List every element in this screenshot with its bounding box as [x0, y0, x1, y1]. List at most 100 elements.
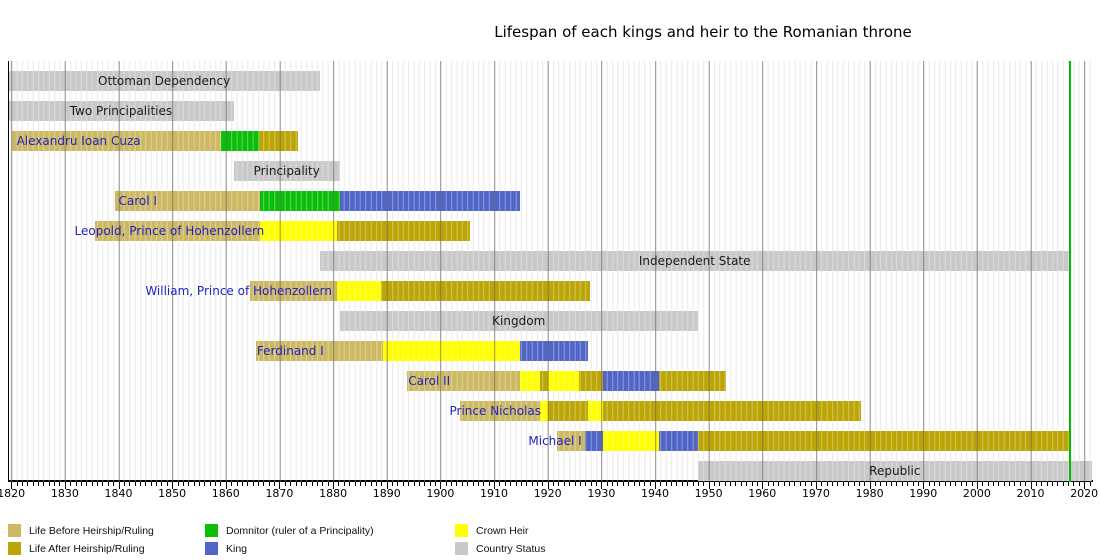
- person-label-leopold-prince-of-hohenzollern[interactable]: Leopold, Prince of Hohenzollern: [74, 224, 265, 238]
- year-tick: [467, 482, 469, 486]
- legend-label: Crown Heir: [476, 525, 529, 537]
- year-tick: [896, 482, 898, 486]
- year-tick: [917, 482, 919, 486]
- person-label-carol-ii[interactable]: Carol II: [408, 374, 451, 388]
- status-label-ottoman-dependency: Ottoman Dependency: [98, 74, 231, 88]
- segment-after: [381, 281, 590, 301]
- segment-domnitor: [220, 131, 260, 151]
- legend-label: King: [226, 543, 248, 555]
- year-tick: [960, 482, 962, 486]
- segment-after: [579, 371, 604, 391]
- axis-label-1900: 1900: [426, 487, 455, 500]
- person-label-william-prince-of-hohenzollern[interactable]: William, Prince of Hohenzollern: [145, 284, 332, 298]
- axis-label-1940: 1940: [641, 487, 669, 500]
- year-tick: [574, 482, 576, 486]
- year-tick: [209, 482, 211, 486]
- year-tick: [885, 482, 887, 486]
- year-tick: [86, 482, 88, 486]
- year-tick: [408, 482, 410, 486]
- year-tick: [188, 482, 190, 486]
- year-tick: [783, 482, 785, 486]
- segment-king: [339, 191, 520, 211]
- segment-king: [658, 431, 698, 451]
- year-tick: [349, 482, 351, 486]
- year-tick: [579, 482, 581, 486]
- year-tick: [359, 482, 361, 486]
- year-tick: [531, 482, 533, 486]
- year-tick: [901, 482, 903, 486]
- decade-tick: [172, 482, 174, 489]
- decade-tick: [440, 482, 442, 489]
- year-tick: [912, 482, 914, 486]
- person-label-prince-nicholas[interactable]: Prince Nicholas: [449, 404, 542, 418]
- axis-label-1970: 1970: [801, 487, 830, 500]
- year-tick: [354, 482, 356, 486]
- axis-label-1990: 1990: [909, 487, 938, 500]
- decade-tick: [1084, 482, 1086, 489]
- year-tick: [91, 482, 93, 486]
- year-tick: [43, 482, 45, 486]
- year-tick: [1014, 482, 1016, 486]
- year-tick: [295, 482, 297, 486]
- decade-tick: [815, 482, 817, 489]
- axis-label-1860: 1860: [211, 487, 240, 500]
- year-tick: [660, 482, 662, 486]
- year-tick: [70, 482, 72, 486]
- year-tick: [665, 482, 667, 486]
- year-tick: [1003, 482, 1005, 486]
- axis-label-1840: 1840: [104, 487, 133, 500]
- decade-tick: [708, 482, 710, 489]
- year-tick: [617, 482, 619, 486]
- year-tick: [370, 482, 372, 486]
- person-label-carol-i[interactable]: Carol I: [118, 194, 157, 208]
- year-tick: [864, 482, 866, 486]
- decade-tick: [11, 482, 13, 489]
- year-tick: [1025, 482, 1027, 486]
- person-label-michael-i[interactable]: Michael I: [528, 434, 582, 448]
- year-tick: [129, 482, 131, 486]
- year-tick: [150, 482, 152, 486]
- segment-after: [259, 131, 298, 151]
- person-label-ferdinand-i[interactable]: Ferdinand I: [256, 344, 324, 358]
- year-tick: [612, 482, 614, 486]
- segment-after: [603, 401, 861, 421]
- status-label-republic: Republic: [869, 464, 921, 478]
- axis-label-1890: 1890: [372, 487, 401, 500]
- year-tick: [317, 482, 318, 486]
- year-tick: [681, 482, 683, 486]
- year-tick: [950, 482, 952, 486]
- axis-label-1910: 1910: [480, 487, 509, 500]
- year-tick: [156, 482, 158, 486]
- year-tick: [102, 482, 104, 486]
- decade-tick: [923, 482, 925, 489]
- decade-tick: [601, 482, 603, 489]
- person-label-alexandru-ioan-cuza[interactable]: Alexandru Ioan Cuza: [16, 134, 141, 148]
- year-tick: [622, 482, 624, 486]
- year-tick: [166, 482, 168, 486]
- year-tick: [520, 482, 522, 486]
- year-tick: [365, 482, 367, 486]
- year-tick: [177, 482, 179, 486]
- year-tick: [1068, 482, 1070, 486]
- year-tick: [767, 482, 769, 486]
- year-tick: [123, 482, 125, 486]
- legend-swatch-before: [8, 524, 21, 537]
- decade-tick: [225, 482, 227, 489]
- year-tick: [252, 482, 254, 486]
- decade-tick: [655, 482, 656, 489]
- year-tick: [32, 482, 34, 486]
- year-tick: [703, 482, 705, 486]
- year-tick: [263, 482, 265, 486]
- year-tick: [1073, 482, 1075, 486]
- decade-tick: [386, 482, 388, 489]
- year-tick: [139, 482, 141, 486]
- axis-label-2000: 2000: [962, 487, 991, 500]
- year-tick: [595, 482, 597, 486]
- segment-king: [603, 371, 659, 391]
- year-tick: [1035, 482, 1037, 486]
- today-marker-line: [1069, 61, 1072, 482]
- plot-left-border: [8, 61, 9, 482]
- legend-swatch-after: [8, 542, 21, 555]
- year-tick: [204, 482, 206, 486]
- axis-label-1830: 1830: [50, 487, 79, 500]
